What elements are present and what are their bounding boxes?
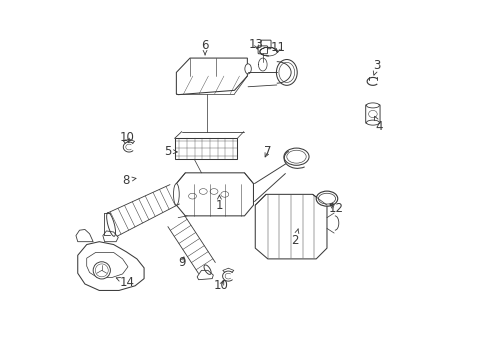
- Text: 11: 11: [270, 41, 285, 54]
- Circle shape: [93, 262, 110, 279]
- Text: 14: 14: [116, 276, 135, 289]
- Ellipse shape: [366, 103, 379, 108]
- Text: 10: 10: [213, 279, 228, 292]
- Text: 7: 7: [264, 145, 271, 158]
- FancyBboxPatch shape: [258, 46, 267, 54]
- Text: 12: 12: [328, 202, 343, 215]
- Text: 9: 9: [178, 256, 185, 269]
- Text: 4: 4: [374, 116, 382, 133]
- Ellipse shape: [316, 191, 337, 206]
- Text: 3: 3: [372, 59, 380, 75]
- Ellipse shape: [276, 59, 297, 85]
- Ellipse shape: [173, 184, 179, 205]
- Bar: [174, 138, 237, 159]
- FancyBboxPatch shape: [365, 105, 379, 123]
- Ellipse shape: [244, 64, 251, 74]
- Text: 8: 8: [122, 174, 136, 186]
- Text: 10: 10: [119, 131, 134, 144]
- Ellipse shape: [203, 265, 211, 274]
- Text: 2: 2: [290, 229, 298, 247]
- Text: 13: 13: [248, 38, 263, 51]
- Text: 1: 1: [215, 195, 223, 212]
- Ellipse shape: [106, 213, 115, 236]
- Text: 5: 5: [163, 145, 177, 158]
- FancyBboxPatch shape: [261, 40, 270, 49]
- Ellipse shape: [284, 148, 308, 165]
- Text: 6: 6: [201, 39, 208, 55]
- Ellipse shape: [366, 120, 379, 125]
